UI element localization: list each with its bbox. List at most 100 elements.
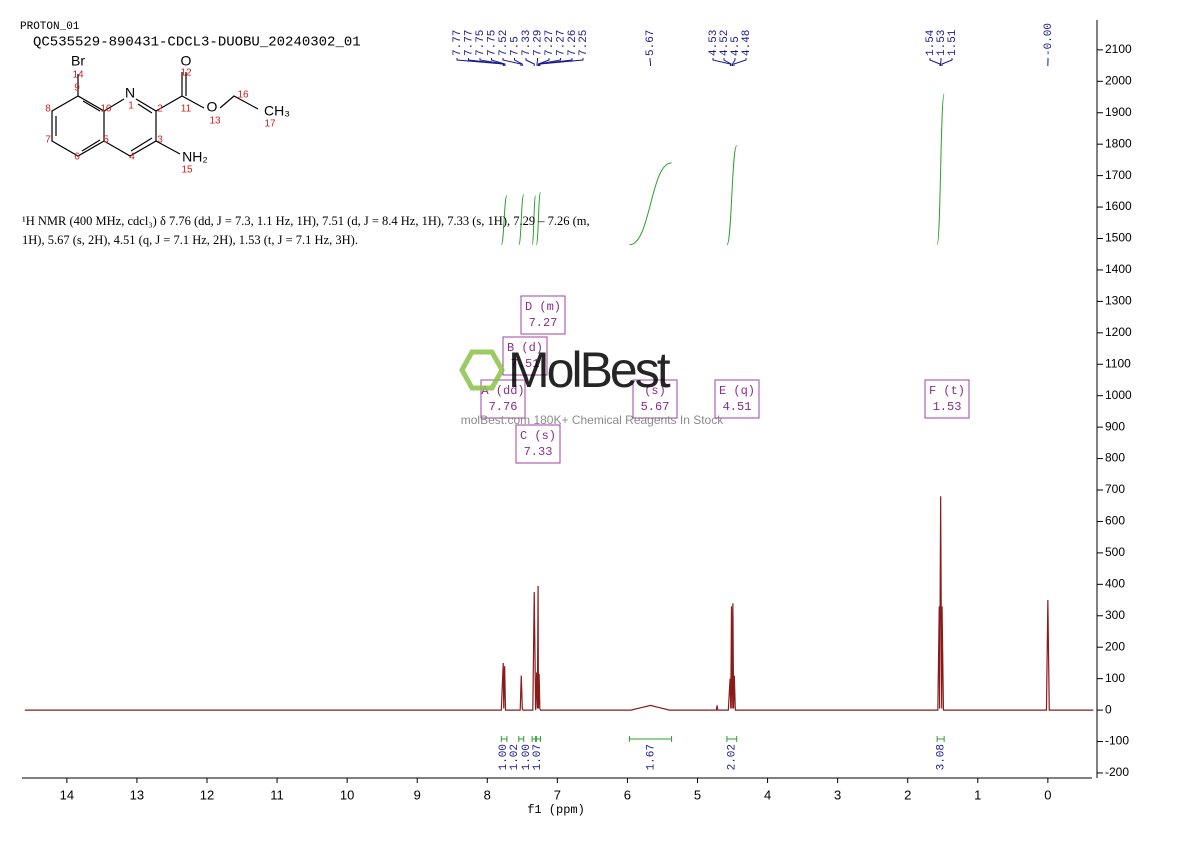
peak-label: 7.75 xyxy=(475,30,487,56)
x-tick-label: 2 xyxy=(904,787,911,802)
integral-bracket xyxy=(936,736,945,742)
atom-label: O xyxy=(207,99,218,115)
x-tick-label: 10 xyxy=(340,787,354,802)
integral-label: 1.67 xyxy=(645,744,657,770)
x-tick-label: 4 xyxy=(764,787,771,802)
peak-pointer xyxy=(468,58,504,66)
y-tick-label: 900 xyxy=(1105,419,1125,433)
peak-pointer xyxy=(733,58,747,66)
nmr-description: ¹H NMR (400 MHz, cdcl₃) δ 7.76 (dd, J = … xyxy=(22,214,590,247)
x-tick-label: 3 xyxy=(834,787,841,802)
integral-curve xyxy=(500,195,508,246)
integral-bracket xyxy=(535,736,542,742)
multiplet-name: F (t) xyxy=(929,384,965,398)
y-tick-label: 200 xyxy=(1105,639,1125,653)
atom-number: 1 xyxy=(128,101,134,112)
multiplet-shift: 4.51 xyxy=(723,400,752,414)
y-tick-label: 1700 xyxy=(1105,168,1132,182)
peak-label: 1.53 xyxy=(936,30,948,56)
atom-number: 12 xyxy=(180,68,192,79)
experiment: PROTON_01 xyxy=(20,21,80,33)
atom-number: 3 xyxy=(157,135,163,146)
y-tick-label: 2100 xyxy=(1105,42,1132,56)
y-tick-label: 1500 xyxy=(1105,231,1132,245)
y-tick-label: 1000 xyxy=(1105,388,1132,402)
multiplet-name: D (m) xyxy=(525,300,561,314)
peak-label: 4.5 xyxy=(730,36,742,56)
integral-curve xyxy=(535,191,542,246)
atom-number: 11 xyxy=(181,104,192,115)
peak-pointer xyxy=(502,58,522,66)
peak-pointer xyxy=(929,58,941,66)
multiplet-shift: 7.51 xyxy=(511,357,540,371)
y-tick-label: 100 xyxy=(1105,671,1125,685)
atom-number: 6 xyxy=(74,152,80,163)
y-tick-label: 1300 xyxy=(1105,294,1132,308)
atom-number: 4 xyxy=(129,152,135,163)
peak-pointer xyxy=(491,58,506,66)
structure-bonds xyxy=(51,72,259,157)
peak-label: 7.52 xyxy=(498,30,510,56)
y-tick-label: 500 xyxy=(1105,545,1125,559)
y-tick-label: 0 xyxy=(1105,702,1112,716)
atom-number: 9 xyxy=(74,83,80,94)
peak-label: 1.54 xyxy=(925,29,937,56)
atom-label: Br xyxy=(71,53,85,69)
integral-label: 1.02 xyxy=(509,744,521,770)
multiplet-shift: 7.76 xyxy=(489,400,518,414)
peak-label: 5.67 xyxy=(645,30,657,56)
y-tick-label: 300 xyxy=(1105,608,1125,622)
atom-number: 15 xyxy=(181,165,193,176)
atom-number: 10 xyxy=(100,104,112,115)
atom-number: 17 xyxy=(264,119,276,130)
peak-pointer xyxy=(514,58,523,66)
peak-label: 7.75 xyxy=(486,30,498,56)
atom-label: O xyxy=(181,53,192,69)
sample-name: QC535529-890431-CDCL3-DUOBU_20240302_01 xyxy=(33,35,361,51)
peak-label: 7.25 xyxy=(578,30,590,56)
y-tick-label: 1800 xyxy=(1105,136,1132,150)
peak-label: 7.27 xyxy=(555,30,567,56)
peak-pointer xyxy=(538,58,573,66)
atom-label: NH₂ xyxy=(182,149,208,165)
multiplet-box xyxy=(714,379,760,419)
multiplet-name: B (d) xyxy=(507,341,543,355)
y-tick-label: -100 xyxy=(1105,734,1129,748)
integral-bracket xyxy=(518,736,525,742)
watermark-logo-text: MolBest xyxy=(508,342,671,398)
peak-pointer xyxy=(723,58,732,66)
multiplet-name: (s) xyxy=(644,384,666,398)
x-tick-label: 7 xyxy=(554,787,561,802)
peak-pointer xyxy=(525,58,535,66)
peak-pointer xyxy=(539,58,584,66)
peak-label: 7.29 xyxy=(532,30,544,56)
y-tick-label: 1100 xyxy=(1105,356,1131,370)
integral-bracket xyxy=(500,736,508,742)
spectrum xyxy=(24,496,1094,711)
y-tick-label: 400 xyxy=(1105,577,1125,591)
integral-label: 1.07 xyxy=(532,744,544,770)
integral-curve xyxy=(936,93,945,246)
atom-number: 13 xyxy=(209,116,221,127)
peak-pointer xyxy=(649,58,652,66)
multiplet-shift: 7.33 xyxy=(524,445,553,459)
peak-label: 7.77 xyxy=(463,30,475,56)
watermark-tagline: molBest.com 180K+ Chemical Reagents In S… xyxy=(461,413,724,427)
multiplet-shift: 7.27 xyxy=(529,316,558,330)
peak-pointer xyxy=(712,58,731,66)
peak-label: 7.5 xyxy=(509,36,521,56)
x-axis-label: f1 (ppm) xyxy=(527,803,585,817)
atom-number: 5 xyxy=(103,135,109,146)
y-tick-label: 1200 xyxy=(1105,325,1132,339)
integral-bracket xyxy=(629,736,673,742)
multiplet-name: C (s) xyxy=(520,429,556,443)
multiplet-box xyxy=(924,379,970,419)
x-tick-label: 13 xyxy=(130,787,144,802)
integral-curve xyxy=(531,195,537,246)
atom-number: 7 xyxy=(45,135,51,146)
peak-pointer xyxy=(941,58,953,66)
y-tick-label: 600 xyxy=(1105,514,1125,528)
peak-label: 4.48 xyxy=(741,30,753,56)
